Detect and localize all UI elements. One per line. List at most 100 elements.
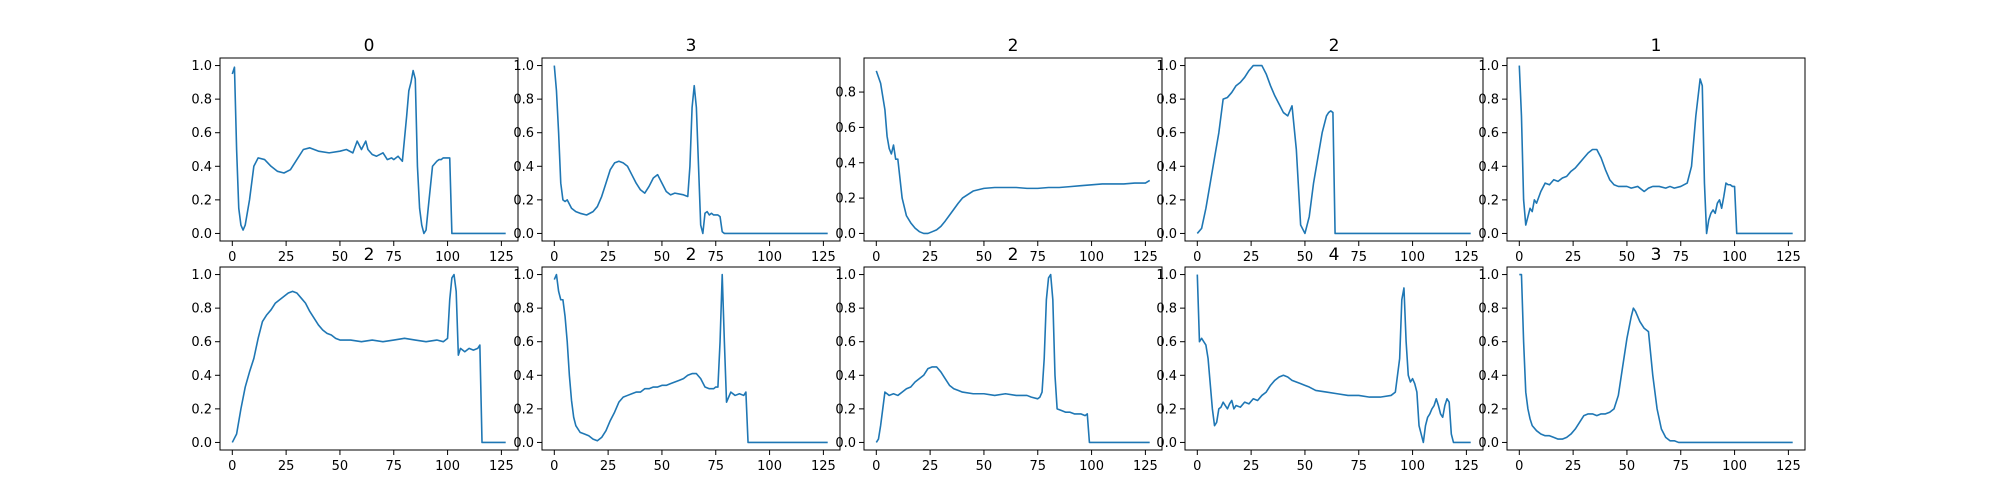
y-tick-label: 0.4 [1156,160,1177,175]
axes-frame [219,266,519,451]
x-tick-label: 75 [1672,459,1689,474]
y-tick-label: 0.8 [1156,302,1177,317]
x-tick-label: 25 [600,250,617,265]
subplot-title: 3 [1651,245,1662,265]
y-tick-label: 1.0 [191,268,212,283]
x-tick-label: 50 [332,250,349,265]
subplot-title: 2 [1329,36,1340,56]
series-line [553,65,828,235]
y-tick-label: 1.0 [191,59,212,74]
x-tick-label: 100 [435,250,460,265]
x-tick-label: 125 [811,459,836,474]
x-tick-label: 125 [489,250,514,265]
y-tick-label: 0.6 [1478,335,1499,350]
x-tick-label: 0 [228,459,236,474]
y-tick-label: 0.6 [191,335,212,350]
y-tick-label: 0.0 [513,227,534,242]
x-tick-label: 125 [1454,459,1479,474]
y-tick-label: 1.0 [1478,268,1499,283]
x-tick-label: 75 [1350,250,1367,265]
x-tick-label: 75 [385,459,402,474]
subplot: 0 25 50 75 100 125 0.0 0.2 0.4 0.6 0.8 1.0 1 [1478,36,1806,265]
subplot: 0 25 50 75 100 125 0.0 0.2 0.4 0.6 0.8 1.0 0 [191,36,519,265]
subplot-title: 1 [1651,36,1662,56]
x-tick-label: 0 [1515,459,1523,474]
y-tick-label: 0.0 [1478,227,1499,242]
subplot: 0 25 50 75 100 125 0.0 0.2 0.4 0.6 0.8 1.0 3 [513,36,841,265]
y-tick-label: 0.0 [1156,227,1177,242]
subplot-title: 2 [364,245,375,265]
x-tick-label: 100 [1722,459,1747,474]
subplot: 0 25 50 75 100 125 0.0 0.2 0.4 0.6 0.8 1.0 4 [1156,245,1484,474]
subplot: 0 25 50 75 100 125 0.0 0.2 0.4 0.6 0.8 2 [835,36,1163,265]
x-tick-label: 75 [385,250,402,265]
x-tick-label: 0 [1193,250,1201,265]
x-tick-label: 50 [332,459,349,474]
y-tick-label: 0.0 [191,227,212,242]
y-tick-label: 0.4 [835,369,856,384]
x-tick-label: 100 [1400,250,1425,265]
axes-frame [219,57,519,242]
y-tick-label: 0.4 [1156,369,1177,384]
y-tick-label: 0.4 [1478,369,1499,384]
x-tick-label: 25 [922,250,939,265]
y-tick-label: 1.0 [1156,268,1177,283]
y-tick-label: 0.8 [835,302,856,317]
subplot-title: 2 [1008,36,1019,56]
y-tick-label: 0.6 [191,126,212,141]
axes-frame [1184,57,1484,242]
y-tick-label: 0.2 [1478,193,1499,208]
axes-frame [1184,266,1484,451]
y-tick-label: 0.8 [1156,93,1177,108]
y-tick-label: 0.6 [835,335,856,350]
axes-frame [863,266,1163,451]
x-tick-label: 100 [757,250,782,265]
y-tick-label: 0.8 [1478,302,1499,317]
subplot: 0 25 50 75 100 125 0.0 0.2 0.4 0.6 0.8 1.0 2 [835,245,1163,474]
x-tick-label: 0 [872,459,880,474]
y-tick-label: 0.0 [1156,436,1177,451]
x-tick-label: 25 [278,250,295,265]
x-tick-label: 75 [1029,250,1046,265]
x-tick-label: 100 [1722,250,1747,265]
x-tick-label: 125 [811,250,836,265]
y-tick-label: 0.4 [191,369,212,384]
x-tick-label: 25 [1243,459,1260,474]
x-tick-label: 0 [1193,459,1201,474]
y-tick-label: 0.6 [513,126,534,141]
x-tick-label: 25 [1243,250,1260,265]
x-tick-label: 0 [228,250,236,265]
x-tick-label: 0 [1515,250,1523,265]
y-tick-label: 0.0 [1478,436,1499,451]
y-tick-label: 0.2 [1478,402,1499,417]
x-tick-label: 75 [707,250,724,265]
subplot: 0 25 50 75 100 125 0.0 0.2 0.4 0.6 0.8 1.0 2 [191,245,519,474]
y-tick-label: 0.0 [835,436,856,451]
series-line [231,273,506,444]
x-tick-label: 50 [1297,459,1314,474]
x-tick-label: 100 [757,459,782,474]
y-tick-label: 0.6 [513,335,534,350]
series-line [1196,64,1471,235]
x-tick-label: 75 [1029,459,1046,474]
series-line [1519,273,1793,444]
x-tick-label: 100 [1079,459,1104,474]
x-tick-label: 25 [1565,459,1582,474]
series-line [875,70,1151,235]
x-tick-label: 50 [976,459,993,474]
x-tick-label: 50 [1619,459,1636,474]
axes-frame [1506,57,1806,242]
y-tick-label: 0.4 [835,156,856,171]
subplot-title: 2 [1008,245,1019,265]
axes-frame [863,57,1163,242]
y-tick-label: 0.8 [1478,93,1499,108]
x-tick-label: 50 [976,250,993,265]
x-tick-label: 50 [1297,250,1314,265]
y-tick-label: 1.0 [513,268,534,283]
x-tick-label: 100 [1079,250,1104,265]
y-tick-label: 1.0 [513,59,534,74]
y-tick-label: 1.0 [1156,59,1177,74]
x-tick-label: 25 [600,459,617,474]
x-tick-label: 50 [654,250,671,265]
